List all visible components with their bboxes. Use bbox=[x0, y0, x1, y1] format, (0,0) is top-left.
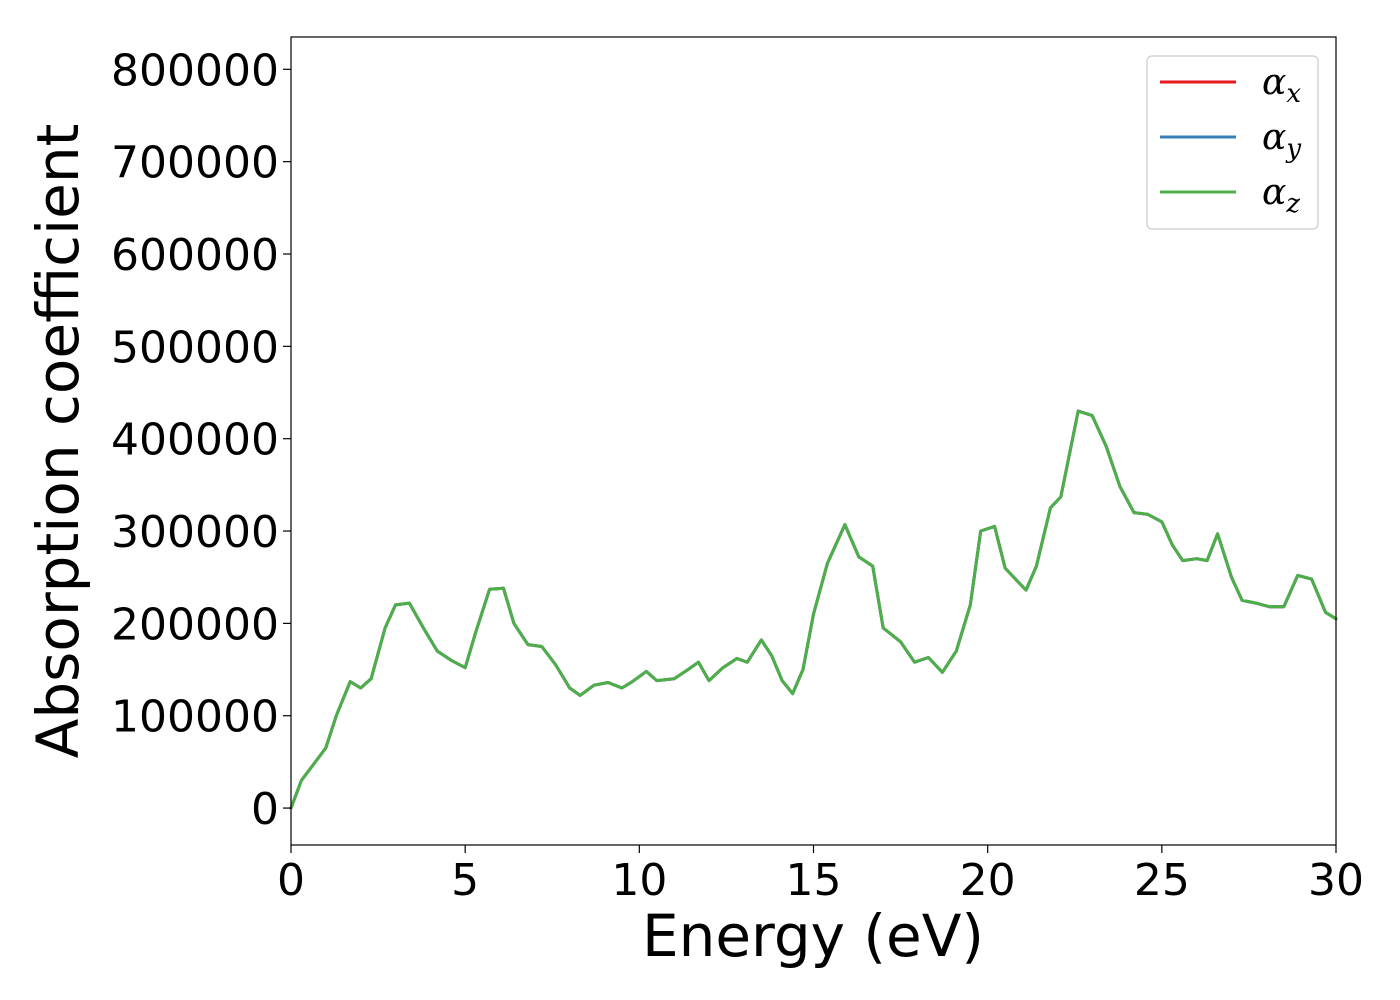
x-tick-label: 0 bbox=[277, 855, 305, 906]
x-tick-label: 15 bbox=[786, 855, 842, 906]
y-tick-label: 700000 bbox=[111, 138, 279, 189]
legend-box bbox=[1146, 55, 1319, 230]
x-axis-ticks: 0 5 10 15 20 25 30 bbox=[277, 845, 1364, 906]
x-tick-label: 10 bbox=[611, 855, 667, 906]
y-tick-label: 100000 bbox=[111, 692, 279, 743]
x-tick-label: 5 bbox=[451, 855, 479, 906]
y-tick-label: 0 bbox=[251, 784, 279, 835]
y-tick-label: 600000 bbox=[111, 230, 279, 281]
y-tick-label: 800000 bbox=[111, 45, 279, 96]
y-tick-label: 400000 bbox=[111, 415, 279, 466]
y-axis-label: Absorption coefficient bbox=[24, 124, 92, 759]
y-tick-label: 500000 bbox=[111, 322, 279, 373]
x-tick-label: 25 bbox=[1134, 855, 1190, 906]
series-layer bbox=[289, 409, 1338, 810]
y-tick-label: 300000 bbox=[111, 507, 279, 558]
y-axis-ticks: 0 100000 200000 300000 400000 500000 600000 700… bbox=[111, 45, 291, 835]
y-tick-label: 200000 bbox=[111, 599, 279, 650]
x-tick-label: 30 bbox=[1308, 855, 1364, 906]
x-axis-label: Energy (eV) bbox=[642, 902, 984, 970]
series-line-z bbox=[289, 409, 1338, 810]
x-tick-label: 20 bbox=[960, 855, 1016, 906]
